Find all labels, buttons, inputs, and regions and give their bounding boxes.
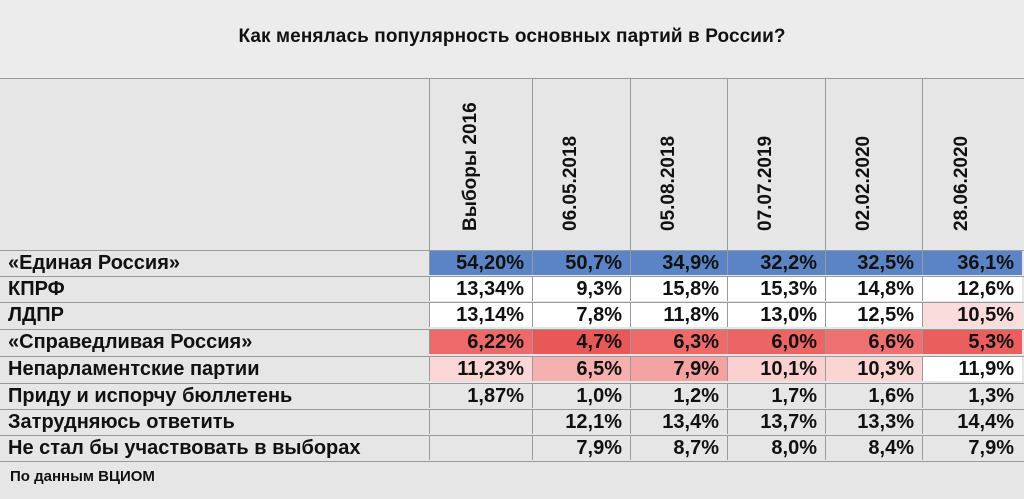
table-cell: 12,1%: [532, 410, 630, 434]
table-row: «Единая Россия» 54,20% 50,7% 34,9% 32,2% 32,5…: [0, 250, 1024, 276]
table-cell: 15,8%: [630, 277, 727, 301]
page-title: Как менялась популярность основных парти…: [238, 26, 786, 47]
table-row: Не стал бы участвовать в выборах 7,9% 8,7%…: [0, 435, 1024, 461]
column-header: 05.08.2018: [630, 79, 728, 250]
column-header-label: 06.05.2018: [560, 135, 581, 231]
table-cell: 1,87%: [429, 384, 532, 408]
table-cell: 10,5%: [922, 303, 1022, 327]
table-cell: 6,0%: [727, 330, 825, 354]
table-cell: 12,5%: [825, 303, 922, 327]
table-cell: 10,1%: [727, 357, 825, 381]
table-cell: 8,7%: [630, 436, 727, 460]
table-cell: 4,7%: [532, 330, 630, 354]
table-cell: 54,20%: [429, 251, 532, 275]
column-header-label: 02.02.2020: [852, 135, 874, 231]
table-cell: 13,7%: [727, 410, 825, 434]
table-cell: 11,9%: [922, 357, 1022, 381]
table-row: Приду и испорчу бюллетень 1,87% 1,0% 1,2% 1,…: [0, 383, 1024, 409]
table-cell: 32,2%: [727, 251, 825, 275]
table-cell: [429, 436, 532, 460]
table-cell: [429, 410, 532, 434]
table-row: Затрудняюсь ответить 12,1% 13,4% 13,7% 13,3%…: [0, 409, 1024, 435]
row-divider: [0, 250, 1024, 251]
table-cell: 13,3%: [825, 410, 922, 434]
table-cell: 1,6%: [825, 384, 922, 408]
table-cell: 32,5%: [825, 251, 922, 275]
table-row: Непарламентские партии 11,23% 6,5% 7,9% 10,1…: [0, 356, 1024, 382]
table-cell: 1,7%: [727, 384, 825, 408]
column-header: Выборы 2016: [429, 79, 533, 250]
table-cell: 8,0%: [727, 436, 825, 460]
table-cell: 7,9%: [532, 436, 630, 460]
table-cell: 50,7%: [532, 251, 630, 275]
table-cell: 5,3%: [922, 330, 1022, 354]
source-note: По данным ВЦИОМ: [10, 468, 155, 485]
table-cell: 1,0%: [532, 384, 630, 408]
table-cell: 8,4%: [825, 436, 922, 460]
table-cell: 7,8%: [532, 303, 630, 327]
column-header-label: 05.08.2018: [657, 135, 679, 231]
table-cell: 6,5%: [532, 357, 630, 381]
table-cell: 6,3%: [630, 330, 727, 354]
row-divider: [0, 302, 1024, 303]
table-cell: 9,3%: [532, 277, 630, 301]
row-divider: [0, 435, 1024, 436]
column-header-label: 28.06.2020: [951, 135, 972, 231]
table-cell: 14,4%: [922, 410, 1022, 434]
row-label: Затрудняюсь ответить: [8, 411, 235, 433]
row-label: Приду и испорчу бюллетень: [8, 385, 293, 407]
table-cell: 10,3%: [825, 357, 922, 381]
table-cell: 34,9%: [630, 251, 727, 275]
table-cell: 13,14%: [429, 303, 532, 327]
row-label: Не стал бы участвовать в выборах: [8, 437, 361, 459]
table-cell: 13,34%: [429, 277, 532, 301]
column-headers: Выборы 2016 06.05.2018 05.08.2018 07.07.201…: [0, 79, 1024, 250]
column-header: 28.06.2020: [922, 79, 1023, 250]
table-row: ЛДПР 13,14% 7,8% 11,8% 13,0% 12,5% 10,5%: [0, 302, 1024, 328]
column-header-label: 07.07.2019: [755, 135, 776, 231]
table-row: «Справедливая Россия» 6,22% 4,7% 6,3% 6,0% 6,…: [0, 329, 1024, 355]
table-cell: 7,9%: [630, 357, 727, 381]
title-bar: Как менялась популярность основных парти…: [0, 0, 1024, 79]
row-divider: [0, 329, 1024, 330]
table-cell: 12,6%: [922, 277, 1022, 301]
table-cell: 6,22%: [429, 330, 532, 354]
row-label: «Единая Россия»: [8, 252, 181, 274]
table-cell: 13,0%: [727, 303, 825, 327]
column-header-label: Выборы 2016: [459, 102, 481, 231]
table-cell: 6,6%: [825, 330, 922, 354]
table-row: КПРФ 13,34% 9,3% 15,8% 15,3% 14,8% 12,6%: [0, 276, 1024, 302]
column-header: 07.07.2019: [727, 79, 826, 250]
row-label: КПРФ: [8, 278, 65, 300]
row-divider: [0, 276, 1024, 277]
row-divider: [0, 461, 1024, 462]
row-divider: [0, 383, 1024, 384]
table-cell: 36,1%: [922, 251, 1022, 275]
table-cell: 13,4%: [630, 410, 727, 434]
column-header: 02.02.2020: [825, 79, 923, 250]
row-divider: [0, 356, 1024, 357]
table-cell: 7,9%: [922, 436, 1022, 460]
table-cell: 15,3%: [727, 277, 825, 301]
row-label: ЛДПР: [8, 304, 64, 326]
row-label: Непарламентские партии: [8, 358, 260, 380]
column-header: 06.05.2018: [532, 79, 631, 250]
table-cell: 11,8%: [630, 303, 727, 327]
table-cell: 14,8%: [825, 277, 922, 301]
table-cell: 11,23%: [429, 357, 532, 381]
row-divider: [0, 409, 1024, 410]
table-cell: 1,3%: [922, 384, 1022, 408]
table-cell: 1,2%: [630, 384, 727, 408]
row-label: «Справедливая Россия»: [8, 331, 253, 353]
